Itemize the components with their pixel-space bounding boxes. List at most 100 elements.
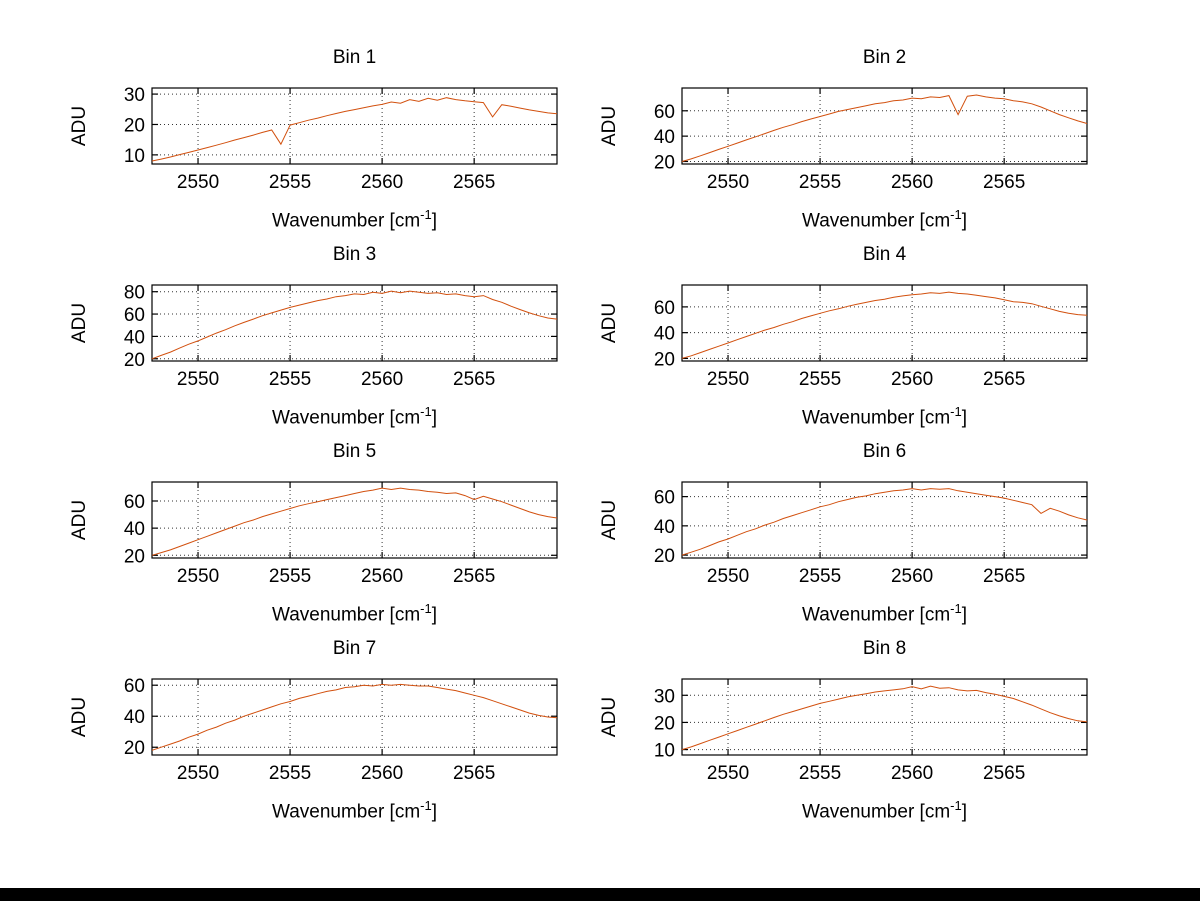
x-tick-label: 2555	[799, 369, 841, 390]
x-axis-label-close: ]	[961, 210, 967, 232]
x-axis-label: Wavenumber [cm-1]	[682, 399, 1087, 431]
y-tick-label: 60	[124, 492, 145, 513]
y-axis-label: ADU	[599, 106, 620, 146]
x-axis-label-close: ]	[431, 210, 437, 232]
y-tick-label: 10	[654, 741, 675, 762]
x-tick-label: 2560	[891, 763, 933, 784]
x-tick-label: 2555	[269, 172, 311, 193]
plot-canvas: 2550 2555 2560 2565 20 40 60 ADU	[69, 481, 558, 587]
x-axis-label: Wavenumber [cm-1]	[152, 202, 557, 234]
y-tick-label: 60	[654, 488, 675, 509]
axes-box	[681, 481, 1088, 559]
axes-box	[151, 678, 558, 756]
y-tick-label: 20	[124, 115, 145, 136]
x-tick-label: 2565	[983, 763, 1025, 784]
subplot-bin-1: Bin 1 2550 2555 2560 2565 10 20 30 ADU Wavenumb…	[57, 46, 597, 243]
plot-canvas: 2550 2555 2560 2565 10 20 30 ADU	[599, 678, 1088, 784]
y-tick-label: 20	[124, 738, 145, 759]
x-tick-label: 2550	[707, 566, 749, 587]
x-axis-label-text: Wavenumber [cm	[271, 407, 421, 429]
x-axis-label-close: ]	[431, 801, 437, 823]
plot-canvas: 2550 2555 2560 2565 20 40 60 ADU	[599, 87, 1088, 193]
x-tick-label: 2560	[891, 369, 933, 390]
subplot-bin-2: Bin 2 2550 2555 2560 2565 20 40 60 ADU Wavenumb…	[587, 46, 1127, 243]
x-tick-label: 2550	[177, 763, 219, 784]
spectrum-line	[151, 290, 558, 360]
axes-box	[681, 678, 1088, 756]
x-axis-label-close: ]	[961, 604, 967, 626]
subplot-bin-6: Bin 6 2550 2555 2560 2565 20 40 60 ADU Wavenumb…	[587, 440, 1127, 637]
y-tick-label: 40	[124, 327, 145, 348]
y-tick-label: 40	[124, 707, 145, 728]
axes-box	[681, 87, 1088, 165]
y-tick-label: 60	[654, 298, 675, 319]
x-axis-label-text: Wavenumber [cm	[801, 604, 951, 626]
spectrum-line	[151, 683, 558, 751]
plot-title: Bin 1	[332, 47, 377, 68]
plot-title: Bin 3	[332, 244, 377, 265]
x-tick-label: 2550	[177, 369, 219, 390]
x-axis-label: Wavenumber [cm-1]	[682, 202, 1087, 234]
x-axis-label-sup: -1	[420, 207, 432, 222]
x-tick-label: 2560	[891, 566, 933, 587]
subplot-bin-8: Bin 8 2550 2555 2560 2565 10 20 30 ADU Wavenumb…	[587, 637, 1127, 834]
axes-box	[151, 481, 558, 559]
x-axis-label-text: Wavenumber [cm	[801, 801, 951, 823]
x-tick-label: 2555	[799, 763, 841, 784]
x-tick-label: 2555	[799, 172, 841, 193]
x-tick-label: 2560	[891, 172, 933, 193]
x-axis-label-close: ]	[961, 407, 967, 429]
plot-title: Bin 8	[862, 638, 907, 659]
axes-box	[681, 284, 1088, 362]
spectrum-line	[151, 97, 558, 162]
y-axis-label: ADU	[69, 697, 90, 737]
x-axis-label: Wavenumber [cm-1]	[152, 596, 557, 628]
subplot-bin-7: Bin 7 2550 2555 2560 2565 20 40 60 ADU Wavenumb…	[57, 637, 597, 834]
y-tick-label: 60	[654, 102, 675, 123]
x-axis-label-close: ]	[431, 604, 437, 626]
x-tick-label: 2565	[983, 566, 1025, 587]
y-tick-label: 20	[124, 350, 145, 371]
x-axis-label-close: ]	[961, 801, 967, 823]
x-axis-label-sup: -1	[420, 601, 432, 616]
y-tick-label: 60	[124, 676, 145, 697]
spectrum-line	[681, 94, 1088, 162]
x-axis-label: Wavenumber [cm-1]	[152, 399, 557, 431]
y-tick-label: 60	[124, 305, 145, 326]
x-tick-label: 2560	[361, 369, 403, 390]
spectrum-line	[681, 291, 1088, 359]
y-tick-label: 40	[654, 127, 675, 148]
x-axis-label-text: Wavenumber [cm	[271, 604, 421, 626]
y-axis-label: ADU	[599, 303, 620, 343]
spectrum-line	[681, 685, 1088, 751]
plot-title: Bin 5	[332, 441, 377, 462]
x-tick-label: 2565	[453, 763, 495, 784]
x-tick-label: 2560	[361, 566, 403, 587]
x-tick-label: 2550	[707, 763, 749, 784]
plot-canvas: 2550 2555 2560 2565 20 40 60 ADU	[599, 481, 1088, 587]
y-tick-label: 20	[654, 546, 675, 567]
x-tick-label: 2555	[799, 566, 841, 587]
x-axis-label-close: ]	[431, 407, 437, 429]
x-tick-label: 2550	[707, 369, 749, 390]
plot-canvas: 2550 2555 2560 2565 20 40 60 ADU	[69, 676, 558, 784]
subplot-bin-5: Bin 5 2550 2555 2560 2565 20 40 60 ADU Wavenumb…	[57, 440, 597, 637]
x-tick-label: 2555	[269, 566, 311, 587]
x-tick-label: 2550	[177, 566, 219, 587]
subplot-bin-3: Bin 3 2550 2555 2560 2565 20 40 60 80 ADU Wavenu…	[57, 243, 597, 440]
y-axis-label: ADU	[69, 106, 90, 146]
y-axis-label: ADU	[69, 500, 90, 540]
x-tick-label: 2550	[707, 172, 749, 193]
x-tick-label: 2565	[983, 172, 1025, 193]
x-axis-label-text: Wavenumber [cm	[801, 407, 951, 429]
y-tick-label: 40	[124, 519, 145, 540]
x-tick-label: 2565	[453, 566, 495, 587]
y-tick-label: 20	[654, 152, 675, 173]
x-tick-label: 2560	[361, 172, 403, 193]
x-axis-label: Wavenumber [cm-1]	[152, 793, 557, 825]
x-axis-label-sup: -1	[420, 798, 432, 813]
x-axis-label: Wavenumber [cm-1]	[682, 596, 1087, 628]
axes-box	[151, 87, 558, 165]
x-tick-label: 2555	[269, 369, 311, 390]
